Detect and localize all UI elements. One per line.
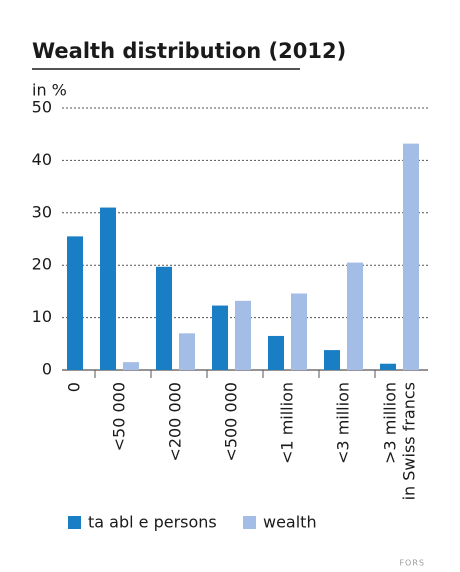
y-axis-label: in % <box>32 81 67 100</box>
bar <box>403 143 419 370</box>
bar <box>324 350 340 370</box>
bar <box>291 293 307 370</box>
y-tick-label: 40 <box>32 150 52 169</box>
x-axis-label: in Swiss francs <box>400 382 419 500</box>
source: FORS <box>399 559 425 568</box>
bar <box>123 362 139 370</box>
legend-label: ta abl e persons <box>88 513 217 532</box>
y-tick-label: 20 <box>32 255 52 274</box>
x-tick-label: >3 million <box>381 382 400 464</box>
bar <box>347 262 363 370</box>
y-tick-label: 0 <box>42 360 52 379</box>
bar <box>100 207 116 370</box>
x-tick-label: <500 000 <box>222 382 241 462</box>
y-tick-label: 30 <box>32 202 52 221</box>
bar <box>380 363 396 370</box>
x-tick-label: <1 million <box>278 382 297 464</box>
legend-swatch <box>243 516 256 529</box>
bar <box>212 305 228 370</box>
x-tick-label: <50 000 <box>110 382 129 451</box>
bar <box>179 333 195 370</box>
y-tick-label: 50 <box>32 98 52 117</box>
legend-label: wealth <box>263 513 317 532</box>
x-tick-label: <3 million <box>334 382 353 464</box>
chart-title: Wealth distribution (2012) <box>32 39 346 63</box>
legend-swatch <box>68 516 81 529</box>
y-tick-label: 10 <box>32 307 52 326</box>
x-tick-label: <200 000 <box>166 382 185 462</box>
x-tick-label: 0 <box>65 382 84 392</box>
bar <box>156 266 172 370</box>
bar <box>67 236 83 370</box>
bar <box>268 335 284 370</box>
bar <box>235 300 251 370</box>
